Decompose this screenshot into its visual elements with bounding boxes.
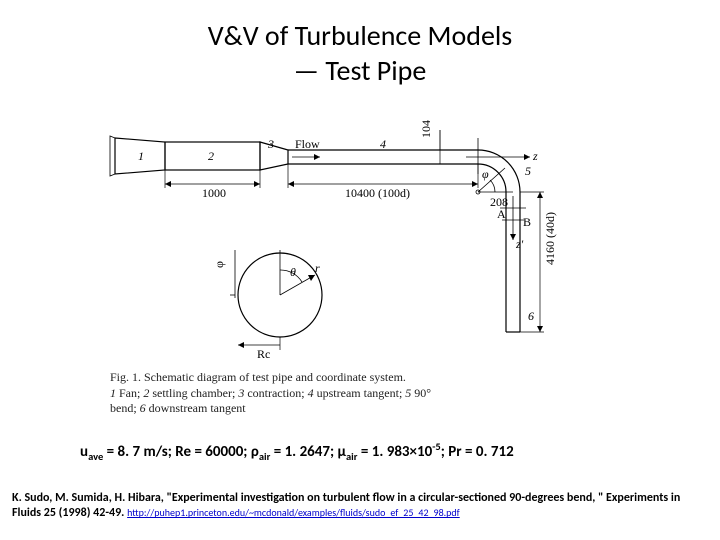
lbl-1000: 1000: [202, 186, 226, 200]
lbl-B: B: [523, 215, 531, 229]
slide-title: V&V of Turbulence Models — Test Pipe: [0, 0, 720, 88]
lbl-2: 2: [208, 149, 214, 163]
lbl-flow: Flow: [295, 137, 320, 151]
lbl-5: 5: [525, 164, 531, 178]
parameters-line: uave = 8. 7 m/s; Re = 60000; ρair = 1. 2…: [80, 440, 514, 463]
title-line2: — Test Pipe: [294, 53, 427, 88]
figcap-line1: Fig. 1. Schematic diagram of test pipe a…: [110, 370, 406, 384]
lbl-4: 4: [380, 137, 386, 151]
lbl-6: 6: [528, 309, 534, 323]
figure-caption: Fig. 1. Schematic diagram of test pipe a…: [110, 370, 431, 417]
pipe-diagram: 1 2 3 Flow 4 104 5 6 1000 10400 (100d) φ…: [110, 120, 610, 380]
lbl-1: 1: [138, 149, 144, 163]
lbl-r: r: [315, 261, 320, 275]
lbl-rc: Rc: [257, 347, 270, 361]
title-line1: V&V of Turbulence Models: [208, 18, 513, 53]
lbl-z: z: [532, 149, 538, 163]
lbl-4160: 4160 (40d): [543, 212, 557, 265]
lbl-10400: 10400 (100d): [345, 186, 410, 200]
lbl-104: 104: [419, 120, 433, 138]
lbl-theta: θ: [290, 265, 296, 279]
citation-link[interactable]: http://puhep1.princeton.edu/~mcdonald/ex…: [127, 506, 460, 519]
lbl-A: A: [497, 207, 506, 221]
lbl-zprime: z': [515, 237, 524, 251]
lbl-axis-small: φ: [212, 261, 226, 268]
lbl-phi: φ: [482, 167, 489, 181]
lbl-3: 3: [267, 137, 274, 151]
citation: K. Sudo, M. Sumida, H. Hibara, "Experime…: [12, 491, 708, 522]
